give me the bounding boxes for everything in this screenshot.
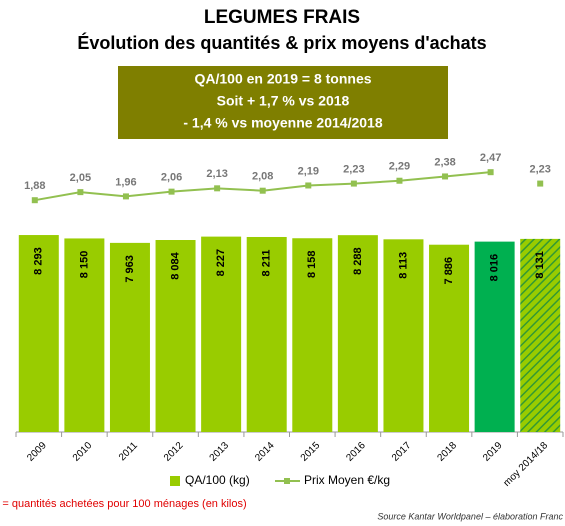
price-label: 2,23 [343, 163, 364, 175]
price-marker [305, 182, 312, 189]
bar-label: 8 084 [169, 251, 181, 279]
chart-title: LEGUMES FRAIS [204, 7, 360, 28]
x-tick-label: 2015 [299, 440, 323, 464]
price-marker [259, 187, 266, 194]
x-tick-label: 2013 [208, 440, 232, 464]
bar [201, 236, 242, 432]
x-tick-label: 2016 [344, 440, 368, 464]
x-tick-label: 2010 [71, 440, 95, 464]
price-label: 2,38 [434, 156, 455, 168]
annotation-box [118, 66, 448, 139]
x-tick-label: moy 2014/18 [502, 440, 551, 489]
bar-label: 8 016 [489, 254, 501, 282]
bar [246, 236, 287, 432]
bar-label: 8 150 [78, 251, 90, 279]
x-tick-label: 2014 [253, 440, 277, 464]
legend-swatch [284, 478, 290, 484]
source: Source Kantar Worldpanel – élaboration F… [377, 511, 563, 521]
price-label: 2,19 [298, 165, 319, 177]
price-label: 2,06 [161, 172, 182, 184]
price-marker [537, 180, 544, 187]
price-label: 1,88 [24, 180, 45, 192]
bar [429, 244, 470, 432]
chart-subtitle: Évolution des quantités & prix moyens d'… [77, 32, 486, 53]
price-marker [214, 185, 221, 192]
price-label: 2,13 [206, 168, 227, 180]
annotation: Soit + 1,7 % vs 2018 [217, 93, 350, 109]
bar [520, 238, 561, 432]
bar [64, 238, 105, 432]
price-label: 2,47 [480, 152, 501, 164]
price-marker [168, 188, 175, 195]
price-marker [77, 189, 84, 196]
annotation: QA/100 en 2019 = 8 tonnes [194, 71, 371, 87]
price-label: 2,23 [529, 163, 550, 175]
price-marker [122, 193, 129, 200]
x-tick-label: 2012 [162, 440, 186, 464]
bar [474, 241, 515, 432]
annotation: - 1,4 % vs moyenne 2014/2018 [183, 115, 382, 131]
bar [18, 235, 59, 432]
bar [292, 238, 333, 432]
footnote: QA/100 = quantités achetées pour 100 mén… [0, 498, 247, 510]
price-marker [442, 173, 449, 180]
bar-label: 8 131 [534, 251, 546, 279]
bar [109, 242, 150, 432]
price-label: 2,08 [252, 171, 273, 183]
bar-label: 8 227 [215, 249, 227, 277]
price-marker [396, 177, 403, 184]
legend-swatch [170, 476, 180, 486]
bar-label: 8 113 [397, 252, 409, 279]
bar-label: 8 293 [33, 247, 45, 275]
bar [155, 240, 196, 432]
x-tick-label: 2011 [117, 440, 140, 463]
x-tick-label: 2017 [390, 440, 414, 464]
legend-label: QA/100 (kg) [185, 473, 250, 487]
price-label: 2,05 [70, 172, 91, 184]
x-tick-label: 2009 [25, 440, 49, 464]
x-tick-label: 2019 [481, 440, 505, 464]
x-tick-label: 2018 [436, 440, 460, 464]
price-label: 1,96 [115, 176, 136, 188]
price-marker [31, 197, 38, 204]
bar [383, 239, 424, 432]
bar-label: 8 288 [352, 247, 364, 275]
price-marker [350, 180, 357, 187]
bar-label: 7 886 [443, 257, 455, 285]
price-label: 2,29 [389, 161, 410, 173]
price-marker [487, 169, 494, 176]
bar [337, 235, 378, 432]
bar-label: 8 158 [306, 250, 318, 278]
bar-label: 7 963 [124, 255, 136, 283]
legend-label: Prix Moyen €/kg [304, 473, 390, 487]
bar-label: 8 211 [261, 250, 273, 277]
